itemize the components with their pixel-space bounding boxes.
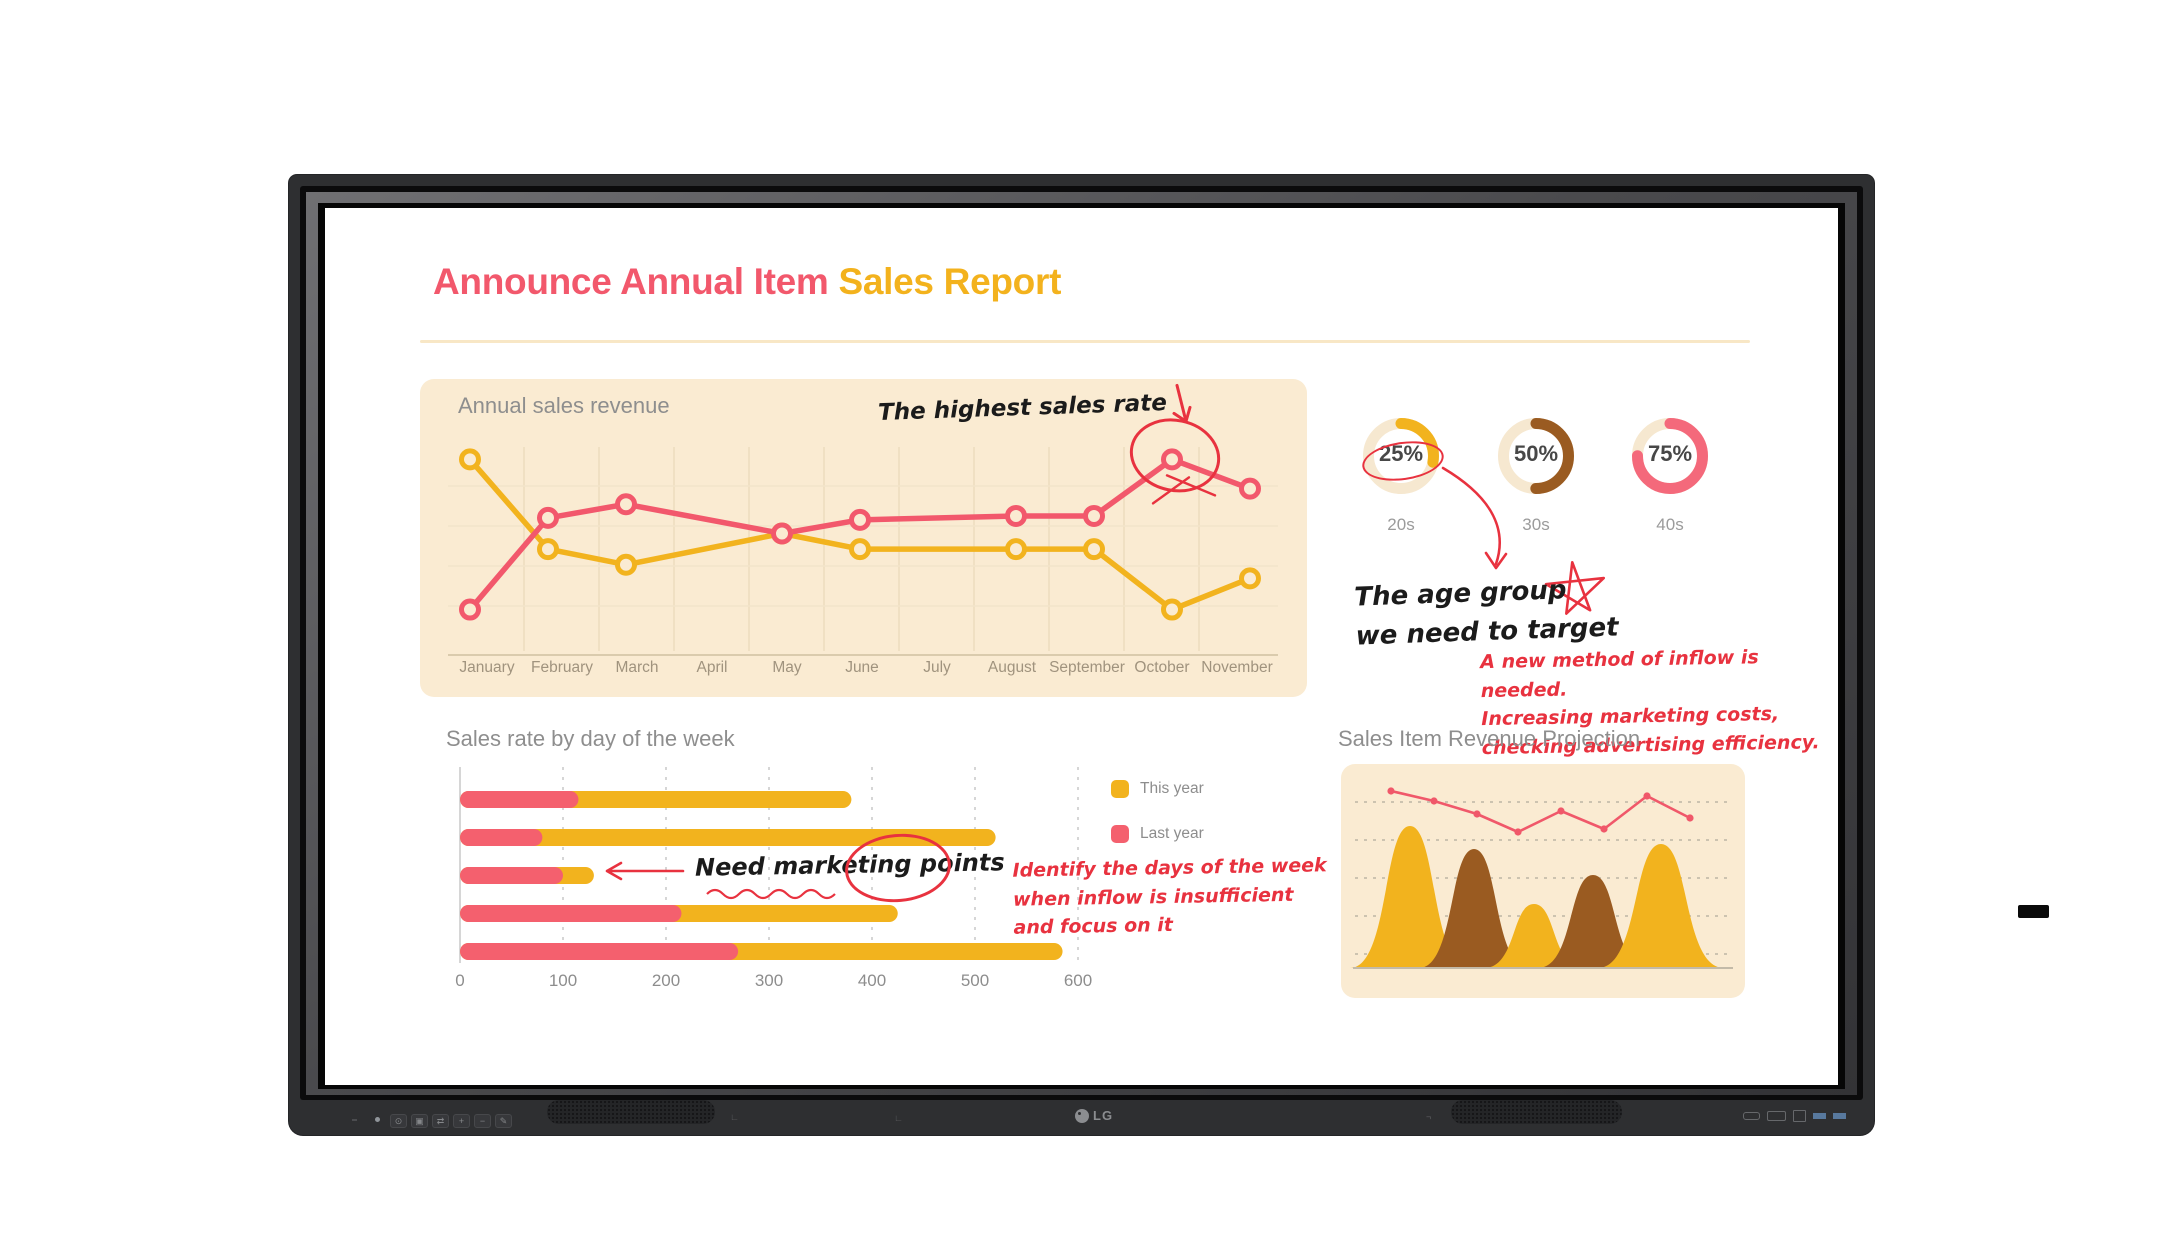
svg-text:400: 400 xyxy=(858,971,886,990)
svg-text:0: 0 xyxy=(455,971,464,990)
legend-this-year: This year xyxy=(1111,780,1204,798)
bezel-alignment-mark: ∟ xyxy=(894,1113,903,1123)
projection-panel xyxy=(1341,764,1745,998)
svg-text:September: September xyxy=(1049,659,1125,676)
home-button[interactable]: ▣ xyxy=(411,1114,428,1128)
bottom-bezel: ⊙ ▣ ⇄ + − ✎ ∟ ∟ LG ¬ xyxy=(289,1100,1874,1135)
svg-text:June: June xyxy=(845,659,879,676)
annual-sales-line-chart: January February March April May June July Augu… xyxy=(448,383,1278,676)
svg-text:100: 100 xyxy=(549,971,577,990)
inflow-note-line1: A new method of inflow is needed. xyxy=(1480,646,1759,702)
bezel-mark-left xyxy=(352,1119,357,1121)
pen-left-arrow xyxy=(605,861,685,881)
focus-note-line2: when inflow is insufficient xyxy=(1012,883,1294,911)
svg-text:January: January xyxy=(459,659,514,676)
bezel-alignment-mark: ¬ xyxy=(1426,1112,1432,1122)
svg-text:August: August xyxy=(988,659,1037,676)
annual-sales-panel: Annual sales revenue January February Marc… xyxy=(420,379,1307,697)
input-source-button[interactable]: ⇄ xyxy=(432,1114,449,1128)
svg-text:April: April xyxy=(696,659,727,676)
display-frame: Announce Annual Item Sales Report Annual… xyxy=(289,175,1874,1135)
power-button[interactable]: ⊙ xyxy=(390,1114,407,1128)
this-year-label: This year xyxy=(1140,780,1204,797)
lg-logo: LG xyxy=(1075,1108,1113,1123)
last-year-label: Last year xyxy=(1140,825,1204,842)
pen-squiggle-underline xyxy=(706,888,836,900)
usb-port-icon xyxy=(1743,1112,1760,1120)
power-led xyxy=(375,1117,380,1122)
donut-20s-chart xyxy=(1363,418,1439,494)
age-group-note: The age group we need to target xyxy=(1354,569,1620,656)
svg-text:February: February xyxy=(531,659,593,676)
pen-star-doodle xyxy=(1544,560,1606,615)
weekday-bar-chart: 0 100 200 300 400 500 600 xyxy=(455,767,1092,990)
touch-port-icon xyxy=(1793,1110,1806,1122)
last-year-swatch-icon xyxy=(1111,825,1129,843)
lg-logo-icon xyxy=(1075,1108,1089,1123)
hdmi-port-icon xyxy=(1767,1111,1786,1121)
port-label-row xyxy=(1743,1110,1846,1122)
projection-title: Sales Item Revenue Projection xyxy=(1338,726,1641,751)
title-divider xyxy=(420,340,1750,343)
legend-last-year: Last year xyxy=(1111,825,1204,843)
page-title-part2: Sales Report xyxy=(838,261,1062,302)
donut-30s-value: 50% xyxy=(1513,441,1559,466)
screen: Announce Annual Item Sales Report Annual… xyxy=(325,208,1838,1085)
donut-30s-chart xyxy=(1498,418,1574,494)
svg-text:200: 200 xyxy=(652,971,680,990)
bezel-alignment-mark: ∟ xyxy=(730,1112,739,1122)
wall-mounted-accessory xyxy=(2018,905,2049,918)
svg-text:500: 500 xyxy=(961,971,989,990)
donut-20s-value: 25% xyxy=(1378,441,1424,466)
donut-30s-label: 30s xyxy=(1522,515,1550,534)
page-title: Announce Annual Item Sales Report xyxy=(433,261,1061,303)
svg-text:600: 600 xyxy=(1064,971,1092,990)
weekday-chart-title: Sales rate by day of the week xyxy=(446,726,735,751)
pen-touch-button[interactable]: ✎ xyxy=(495,1114,512,1128)
svg-text:300: 300 xyxy=(755,971,783,990)
donut-40s-label: 40s xyxy=(1656,515,1684,534)
focus-note-line3: and focus on it xyxy=(1013,913,1174,939)
page-title-part1: Announce Annual Item xyxy=(433,261,839,302)
svg-text:November: November xyxy=(1201,659,1273,676)
donut-40s-chart xyxy=(1632,418,1708,494)
blue-port-icon xyxy=(1813,1113,1826,1119)
lg-logo-text: LG xyxy=(1093,1108,1114,1123)
volume-down-button[interactable]: − xyxy=(474,1114,491,1128)
svg-text:March: March xyxy=(615,659,658,676)
blue-port-icon xyxy=(1833,1113,1846,1119)
focus-note: Identify the days of the week when inflo… xyxy=(1012,851,1328,942)
donut-40s-value: 75% xyxy=(1647,441,1693,466)
annual-sales-title: Annual sales revenue xyxy=(458,393,670,418)
projection-area-chart xyxy=(1350,787,1733,969)
this-year-swatch-icon xyxy=(1111,780,1129,798)
svg-text:July: July xyxy=(923,659,951,676)
svg-text:May: May xyxy=(772,659,802,676)
speaker-grille-left xyxy=(547,1100,715,1124)
speaker-grille-right xyxy=(1451,1100,1622,1124)
pen-arrow-to-note xyxy=(1441,466,1508,570)
donut-20s-label: 20s xyxy=(1387,515,1415,534)
svg-text:October: October xyxy=(1134,659,1189,676)
volume-up-button[interactable]: + xyxy=(453,1114,470,1128)
